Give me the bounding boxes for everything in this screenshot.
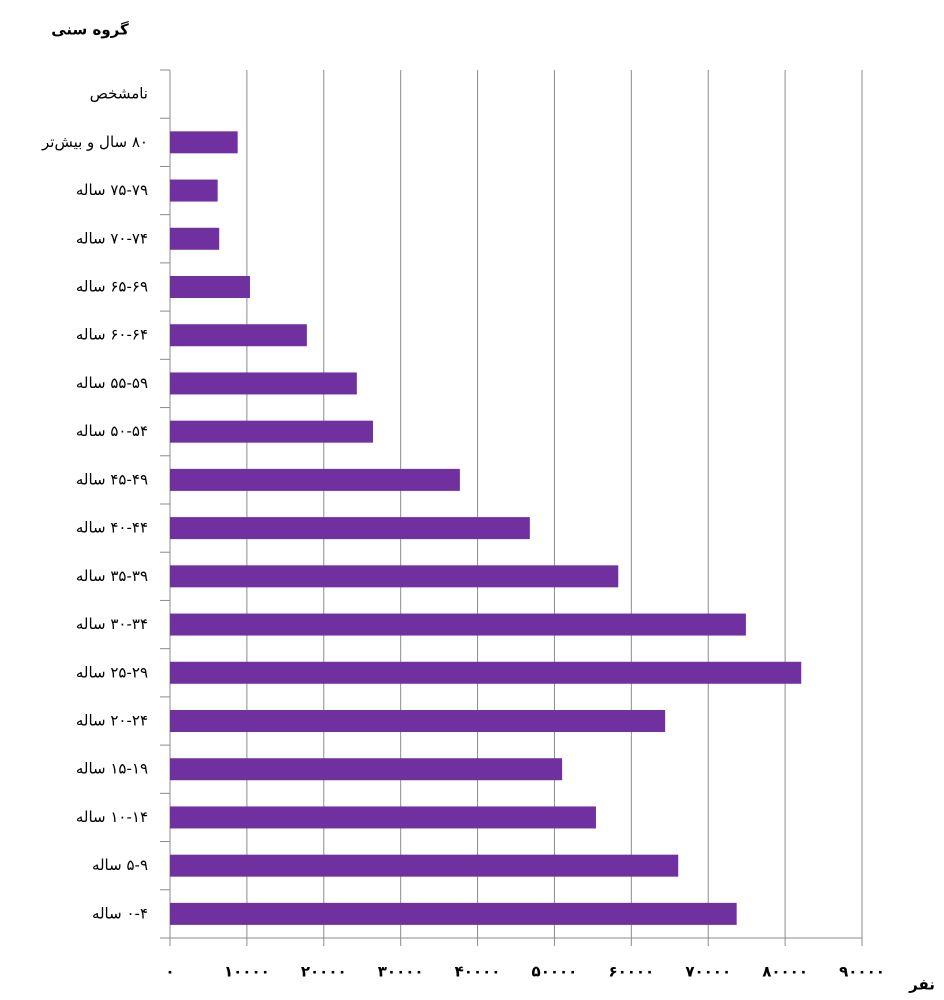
y-tick-label: ۱۰-۱۴ ساله xyxy=(76,808,148,826)
x-tick-label: ۸۰۰۰۰ xyxy=(762,963,808,981)
x-tick-label: ۴۰۰۰۰ xyxy=(455,963,501,981)
y-tick-label: ۱۵-۱۹ ساله xyxy=(76,760,148,778)
bar xyxy=(170,227,220,250)
bar xyxy=(170,565,619,588)
bar xyxy=(170,758,563,781)
bar xyxy=(170,806,596,829)
x-tick-label: ۵۰۰۰۰ xyxy=(532,963,578,981)
y-tick-label: ۶۰-۶۴ ساله xyxy=(76,326,148,344)
y-tick-label: نامشخص xyxy=(90,85,148,103)
bar xyxy=(170,902,737,925)
bar xyxy=(170,661,802,684)
y-tick-label: ۶۵-۶۹ ساله xyxy=(76,278,148,296)
y-tick-label: ۵۰-۵۴ ساله xyxy=(76,422,148,440)
bar xyxy=(170,372,357,395)
y-tick-label: ۷۵-۷۹ ساله xyxy=(76,181,148,199)
y-tick-label: ۳۰-۳۴ ساله xyxy=(76,615,148,633)
x-tick-label: ۶۰۰۰۰ xyxy=(608,963,654,981)
bar xyxy=(170,131,238,154)
y-tick-label: ۴۰-۴۴ ساله xyxy=(76,519,148,537)
y-tick-label: ۰-۴ ساله xyxy=(92,904,148,922)
y-tick-label: ۲۵-۲۹ ساله xyxy=(76,663,148,681)
chart-title: گروه سنی xyxy=(51,21,129,39)
bar xyxy=(170,324,307,347)
bar xyxy=(170,613,746,636)
x-tick-label: ۰ xyxy=(165,963,174,981)
bar xyxy=(170,276,250,298)
x-tick-label: ۳۰۰۰۰ xyxy=(378,963,424,981)
x-tick-label: ۲۰۰۰۰ xyxy=(301,963,347,981)
x-tick-label: ۱۰۰۰۰ xyxy=(224,963,270,981)
bar xyxy=(170,854,679,877)
x-axis-label: نفر xyxy=(908,976,935,994)
bar xyxy=(170,710,666,732)
bar xyxy=(170,420,373,443)
bar xyxy=(170,468,460,491)
x-tick-label: ۹۰۰۰۰ xyxy=(839,963,885,981)
y-tick-label: ۵۵-۵۹ ساله xyxy=(76,374,148,392)
x-tick-label: ۷۰۰۰۰ xyxy=(685,963,731,981)
y-tick-label: ۴۵-۴۹ ساله xyxy=(76,470,148,488)
y-tick-label: ۷۰-۷۴ ساله xyxy=(76,229,148,247)
bar xyxy=(170,517,530,540)
bar xyxy=(170,179,218,202)
y-tick-label: ۵-۹ ساله xyxy=(92,856,148,874)
y-tick-label: ۳۵-۳۹ ساله xyxy=(76,567,148,585)
y-tick-label: ۸۰ سال و بیش‌تر xyxy=(41,133,148,151)
y-tick-label: ۲۰-۲۴ ساله xyxy=(76,712,148,730)
